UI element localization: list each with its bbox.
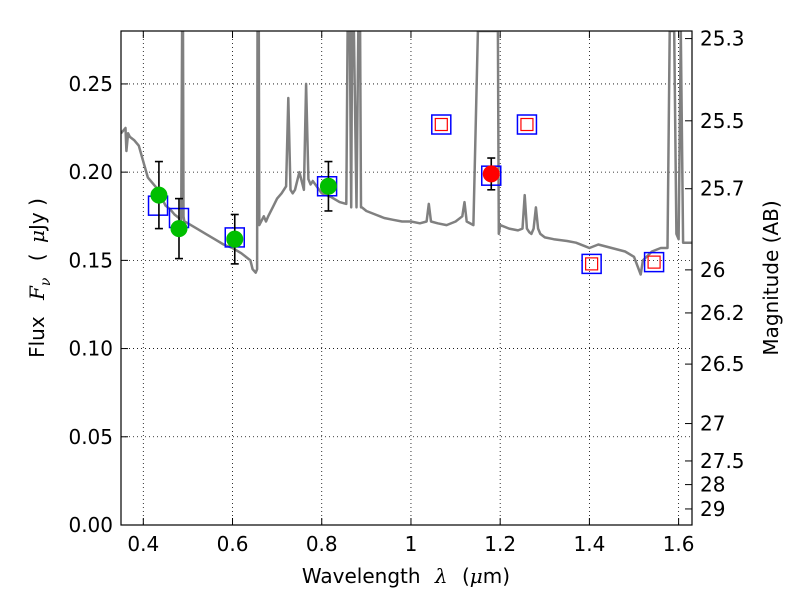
y-axis-label: Flux Fν ( μJy ) [25, 198, 55, 358]
y-tick-label: 0.00 [68, 513, 113, 537]
data-markers [147, 114, 665, 275]
y-tick-label: 0.25 [68, 72, 113, 96]
x-tick-label: 0.8 [306, 532, 338, 556]
y2-tick-label: 25.7 [700, 177, 745, 201]
photometry-point [482, 165, 500, 183]
x-axis-label-word: Wavelength [302, 564, 421, 588]
model-flux-square [581, 253, 602, 275]
y2-tick-label: 26.5 [700, 352, 745, 376]
upper-limit-square [647, 255, 661, 269]
y2-tick-label: 25.5 [700, 109, 745, 133]
y-axis-label-F: F [25, 285, 49, 301]
y-tick-label: 0.20 [68, 160, 113, 184]
x-tick-label: 1 [405, 532, 418, 556]
y2-axis-label: Magnitude (AB) [759, 200, 783, 355]
y2-tick-label: 26 [700, 258, 725, 282]
x-tick-label: 1.6 [663, 532, 695, 556]
x-axis-label-unit: m) [483, 564, 510, 588]
y2-tick-label: 27.5 [700, 449, 745, 473]
upper-limit-square [520, 117, 534, 132]
y2-tick-label: 29 [700, 497, 725, 521]
upper-limit-square [434, 117, 448, 132]
plot-frame [120, 30, 693, 526]
y2-tick-label: 26.2 [700, 301, 745, 325]
photometry-point [319, 177, 337, 195]
upper-limit-square [585, 257, 599, 271]
model-flux-square [431, 114, 452, 135]
model-sed-line [121, 31, 692, 276]
x-tick-label: 1.4 [573, 532, 605, 556]
axis-ticks: 0.4 0.6 0.8 1 1.2 1.4 1.6 0.00 0.05 0.10 0.15 0.20 0… [68, 27, 744, 556]
y-axis-label-unit-mu: μ [25, 230, 49, 243]
x-axis-label-unit-mu: μ [470, 564, 483, 588]
y-axis-label-word: Flux [25, 316, 49, 358]
y2-tick-label: 28 [700, 473, 725, 497]
x-axis-label-lambda: λ [434, 564, 448, 588]
photometry-point [150, 186, 168, 204]
y-tick-label: 0.10 [68, 337, 113, 361]
x-tick-label: 1.2 [484, 532, 516, 556]
photometry-point [226, 230, 244, 248]
y2-tick-label: 27 [700, 412, 725, 436]
x-tick-label: 0.6 [217, 532, 249, 556]
y2-tick-label: 25.3 [700, 27, 745, 51]
y-tick-label: 0.05 [68, 425, 113, 449]
y-tick-label: 0.15 [68, 248, 113, 272]
y-axis-label-unit-open: ( [25, 253, 49, 261]
model-flux-square [516, 114, 538, 135]
photometry-point [170, 220, 188, 238]
model-flux-square [643, 251, 665, 273]
x-axis-label: Wavelength λ (μm) [302, 564, 510, 588]
y-axis-label-nu: ν [38, 277, 54, 286]
grid [121, 31, 692, 526]
x-tick-label: 0.4 [127, 532, 159, 556]
x-axis-label-unit-open: ( [462, 564, 470, 588]
y-axis-label-unit: Jy ) [25, 198, 49, 232]
